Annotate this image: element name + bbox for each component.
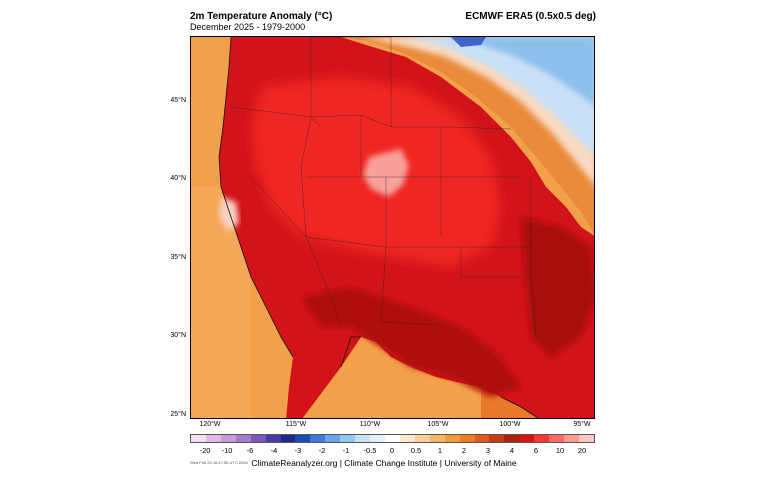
colorbar-label: -10 xyxy=(221,446,233,455)
colorbar-swatch xyxy=(384,435,400,442)
lat-label: 30°N xyxy=(170,332,186,339)
colorbar xyxy=(190,434,595,443)
timestamp: Wed Feb 25 16:47:50 UTC 2026 xyxy=(190,460,248,465)
lon-label: 105°W xyxy=(427,421,449,428)
colorbar-swatch xyxy=(414,435,430,442)
colorbar-swatch xyxy=(564,435,579,442)
colorbar-swatch xyxy=(459,435,475,442)
colorbar-swatch xyxy=(340,435,356,442)
colorbar-swatch xyxy=(235,435,251,442)
colorbar-swatch xyxy=(295,435,311,442)
california-pale-spot xyxy=(219,197,239,232)
colorbar-label: -4 xyxy=(270,446,278,455)
lon-label: 95°W xyxy=(573,421,591,428)
colorbar-swatch xyxy=(355,435,371,442)
colorbar-label: 1 xyxy=(437,446,443,455)
colorbar-label: 6 xyxy=(533,446,539,455)
south-dark-red xyxy=(301,287,521,397)
colorbar-label: 3 xyxy=(485,446,491,455)
colorbar-swatch xyxy=(399,435,415,442)
colorbar-label: -20 xyxy=(199,446,211,455)
north-mid-blue xyxy=(441,37,594,106)
colorbar-swatch xyxy=(534,435,550,442)
colorbar-label: 2 xyxy=(461,446,467,455)
credit-line: ClimateReanalyzer.org | Climate Change I… xyxy=(251,458,517,468)
coastline xyxy=(218,37,539,418)
colorbar-swatch xyxy=(265,435,281,442)
colorbar-swatch xyxy=(429,435,445,442)
colorbar-swatch xyxy=(489,435,505,442)
state-boundaries xyxy=(230,37,537,338)
colorbar-label: -6 xyxy=(246,446,254,455)
lat-label: 25°N xyxy=(170,411,186,418)
colorbar-swatch xyxy=(519,435,535,442)
colorbar-swatch xyxy=(549,435,565,442)
colorbar-label: -1 xyxy=(342,446,350,455)
southeast-dark-red xyxy=(521,217,594,357)
lon-label: 115°W xyxy=(285,421,307,428)
dataset-label: ECMWF ERA5 (0.5x0.5 deg) xyxy=(465,11,596,22)
lat-label: 40°N xyxy=(170,175,186,182)
anomaly-map xyxy=(190,36,595,419)
colorbar-swatch xyxy=(280,435,296,442)
colorbar-label: 20 xyxy=(577,446,587,455)
colorbar-swatch xyxy=(504,435,520,442)
colorbar-label: 0 xyxy=(389,446,395,455)
colorbar-swatch xyxy=(325,435,341,442)
colorbar-swatch xyxy=(205,435,221,442)
colorbar-label: -0.5 xyxy=(363,446,377,455)
lat-label: 45°N xyxy=(170,97,186,104)
colorbar-label: -3 xyxy=(294,446,302,455)
colorbar-label: -2 xyxy=(318,446,326,455)
colorbar-swatch xyxy=(310,435,326,442)
colorbar-label: 4 xyxy=(509,446,515,455)
colorbar-swatch xyxy=(191,435,206,442)
lon-label: 110°W xyxy=(359,421,381,428)
colorbar-swatch xyxy=(578,435,594,442)
lon-label: 120°W xyxy=(199,421,221,428)
map-subtitle: December 2025 - 1979-2000 xyxy=(190,22,306,32)
map-title: 2m Temperature Anomaly (°C) xyxy=(190,11,333,22)
pink-spot xyxy=(363,149,409,197)
colorbar-swatch xyxy=(444,435,460,442)
colorbar-swatch xyxy=(370,435,385,442)
colorbar-swatch xyxy=(474,435,490,442)
colorbar-label: 0.5 xyxy=(410,446,422,455)
anomaly-map-canvas xyxy=(191,37,594,418)
north-dark-blue xyxy=(451,37,486,47)
colorbar-label: 10 xyxy=(555,446,565,455)
colorbar-labels: -20 -10 -6 -4 -3 -2 -1 -0.5 0 0.5 1 2 3 4 6 10 20 xyxy=(190,446,595,458)
colorbar-swatch xyxy=(220,435,236,442)
colorbar-swatch xyxy=(250,435,266,442)
lon-label: 100°W xyxy=(499,421,521,428)
lat-label: 35°N xyxy=(170,254,186,261)
